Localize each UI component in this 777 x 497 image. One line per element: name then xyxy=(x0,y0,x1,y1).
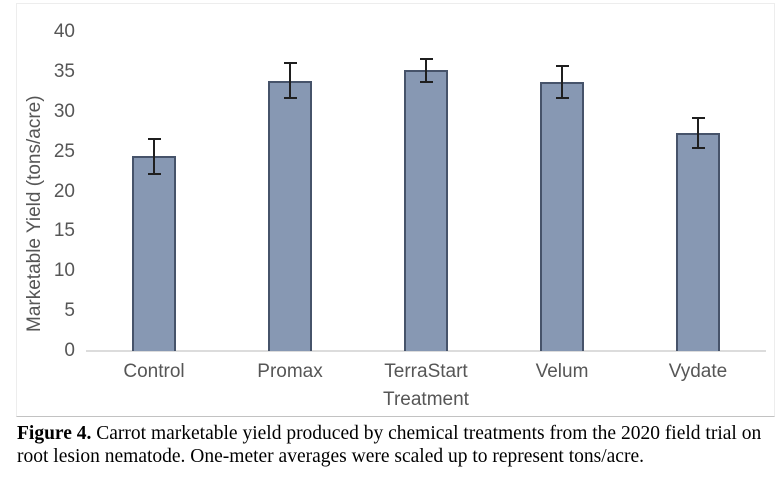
y-tick-label-30: 30 xyxy=(53,100,75,122)
bar-vydate xyxy=(676,133,720,351)
figure-caption-line-2: root lesion nematode. One-meter averages… xyxy=(17,445,644,467)
y-axis-title: Marketable Yield (tons/acre) xyxy=(24,95,45,333)
error-bar-control xyxy=(153,138,155,175)
y-tick-label-20: 20 xyxy=(53,180,75,202)
error-bar-cap-bottom-control xyxy=(147,172,161,175)
error-bar-cap-top-promax xyxy=(283,62,297,65)
figure-caption-label: Figure 4. xyxy=(17,423,92,444)
error-bar-cap-bottom-velum xyxy=(555,96,569,99)
y-tick-label-40: 40 xyxy=(53,21,75,42)
x-tick-label-control: Control xyxy=(123,361,185,382)
error-bar-cap-top-vydate xyxy=(691,117,705,120)
error-bar-cap-bottom-promax xyxy=(283,96,297,99)
plot-area xyxy=(86,32,766,352)
x-tick-label-terrastart: TerraStart xyxy=(384,361,468,382)
chart-area: Marketable Yield (tons/acre) Treatment 0… xyxy=(16,3,775,417)
figure-caption: Figure 4. Carrot marketable yield produc… xyxy=(17,423,769,468)
x-tick-label-vydate: Vydate xyxy=(668,361,728,382)
error-bar-cap-top-control xyxy=(147,138,161,141)
y-tick-label-35: 35 xyxy=(53,60,75,82)
bar-control xyxy=(132,156,176,351)
error-bar-cap-top-velum xyxy=(555,65,569,68)
x-tick-label-velum: Velum xyxy=(535,361,589,382)
bar-promax xyxy=(268,80,312,351)
x-axis-title: Treatment xyxy=(383,389,469,410)
error-bar-terrastart xyxy=(425,57,427,84)
error-bar-cap-bottom-vydate xyxy=(691,147,705,150)
y-tick-label-0: 0 xyxy=(64,340,75,361)
error-bar-promax xyxy=(289,62,291,99)
x-axis-line xyxy=(86,350,766,352)
bar-velum xyxy=(540,82,584,351)
error-bar-velum xyxy=(561,65,563,99)
y-tick-label-5: 5 xyxy=(64,300,75,322)
y-tick-label-25: 25 xyxy=(53,140,75,162)
bar-terrastart xyxy=(404,70,448,351)
error-bar-vydate xyxy=(697,117,699,150)
y-tick-label-15: 15 xyxy=(53,220,75,242)
figure-caption-line-1: Carrot marketable yield produced by chem… xyxy=(91,423,762,444)
x-tick-label-promax: Promax xyxy=(257,361,323,382)
y-tick-label-10: 10 xyxy=(53,260,75,282)
error-bar-cap-bottom-terrastart xyxy=(419,81,433,84)
error-bar-cap-top-terrastart xyxy=(419,57,433,60)
